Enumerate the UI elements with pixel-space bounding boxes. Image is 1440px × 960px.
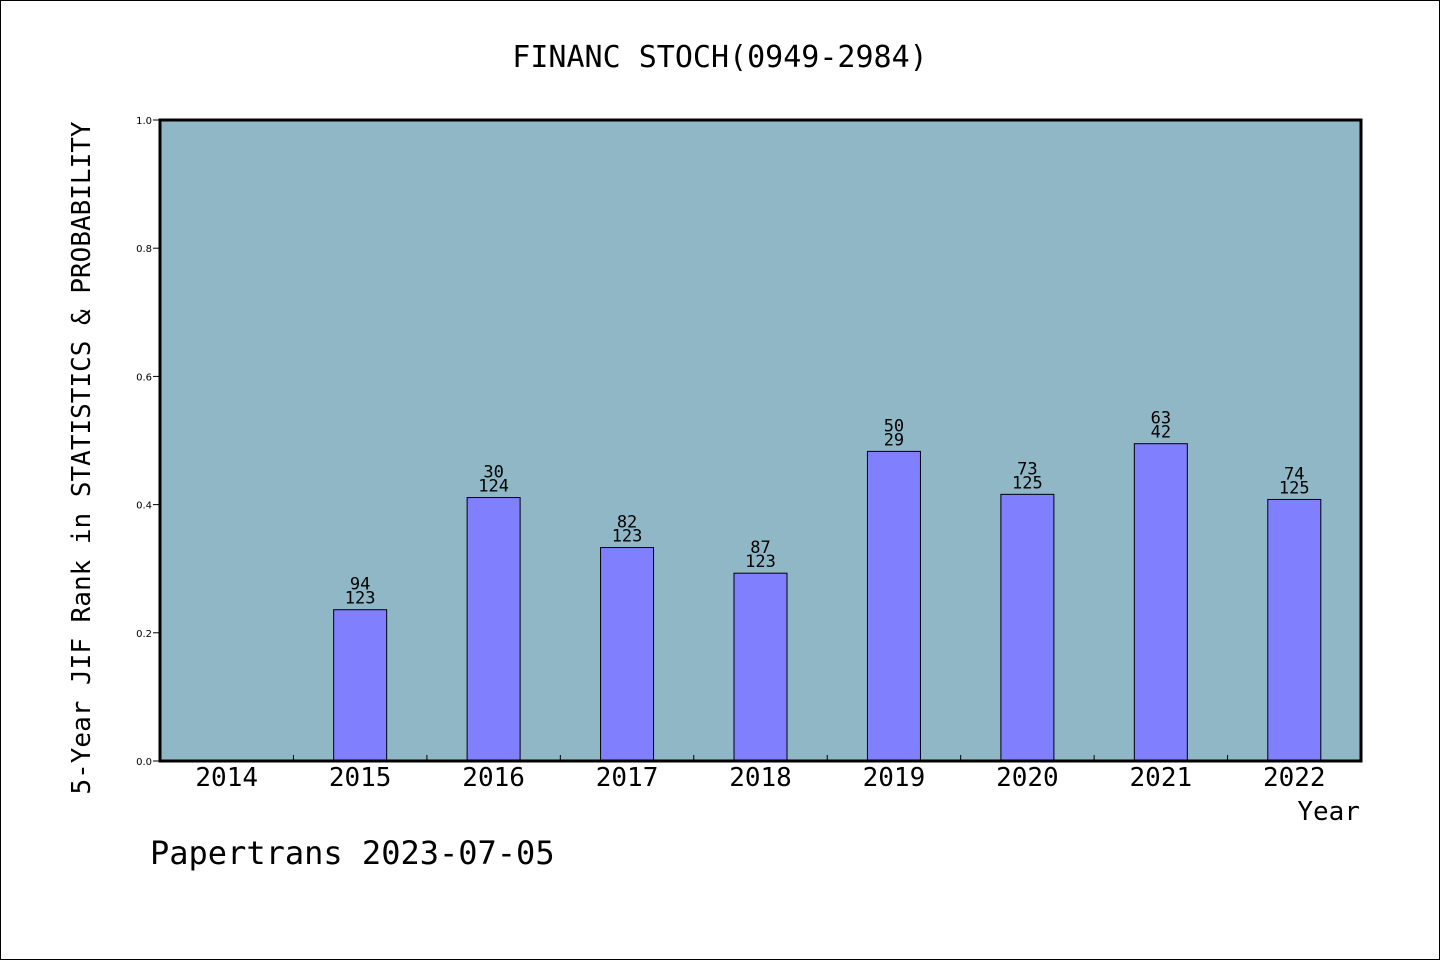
bar-rank-label: 63: [1151, 409, 1171, 429]
bar-total-label: 123: [745, 552, 776, 572]
plot-border: [158, 118, 1363, 763]
bar-2015: [333, 609, 388, 762]
bar-2020: [1000, 493, 1055, 762]
x-tick-label: 2020: [996, 763, 1059, 793]
bar-total-label: 29: [884, 430, 904, 450]
bars-layer: [333, 443, 1322, 762]
bar-rank-label: 74: [1284, 464, 1304, 484]
bar-rank-label: 30: [483, 463, 503, 483]
bar-rank-label: 87: [750, 538, 770, 558]
y-tick-label: 0.4: [136, 501, 152, 512]
bar-2022: [1267, 498, 1322, 762]
bar-total-label: 123: [612, 527, 643, 547]
x-tick-label: 2019: [863, 763, 926, 793]
watermark-text: Papertrans 2023-07-05: [150, 834, 555, 872]
y-tick-label: 0.8: [136, 244, 152, 255]
bar-2021: [1133, 443, 1188, 762]
y-tick-label: 0.2: [136, 629, 152, 640]
x-tick-label: 2014: [195, 763, 258, 793]
bar-total-label: 125: [1279, 478, 1310, 498]
x-tick-label: 2017: [596, 763, 659, 793]
x-tick-label: 2021: [1130, 763, 1193, 793]
x-tick-label: 2018: [729, 763, 792, 793]
chart-title: FINANC STOCH(0949-2984): [512, 40, 927, 75]
x-axis-label: Year: [1297, 797, 1360, 827]
y-tick-label: 1.0: [136, 116, 152, 127]
bar-2016: [466, 497, 521, 762]
bar-rank-label: 94: [350, 575, 370, 595]
bar-2017: [600, 547, 655, 762]
bar-2019: [866, 450, 921, 762]
y-axis-label: 5-Year JIF Rank in STATISTICS & PROBABIL…: [67, 121, 97, 794]
bar-total-label: 124: [478, 477, 509, 497]
bar-rank-label: 82: [617, 513, 637, 533]
x-axis: 2014 2015 2016 2017 2018 2019 2020 2021 2022: [195, 755, 1326, 793]
y-tick-label: 0.0: [136, 757, 152, 768]
bar-rank-label: 50: [884, 416, 904, 436]
bar-total-label: 125: [1012, 473, 1043, 493]
bar-total-label: 42: [1151, 423, 1171, 443]
x-tick-label: 2015: [329, 763, 392, 793]
bar-2018: [733, 572, 788, 762]
x-tick-label: 2022: [1263, 763, 1326, 793]
y-tick-label: 0.6: [136, 372, 152, 383]
bar-rank-label: 73: [1017, 459, 1037, 479]
x-tick-label: 2016: [462, 763, 525, 793]
bar-total-label: 123: [345, 589, 376, 609]
y-axis: 0.0 0.2 0.4 0.6 0.8 1.0: [136, 116, 160, 768]
